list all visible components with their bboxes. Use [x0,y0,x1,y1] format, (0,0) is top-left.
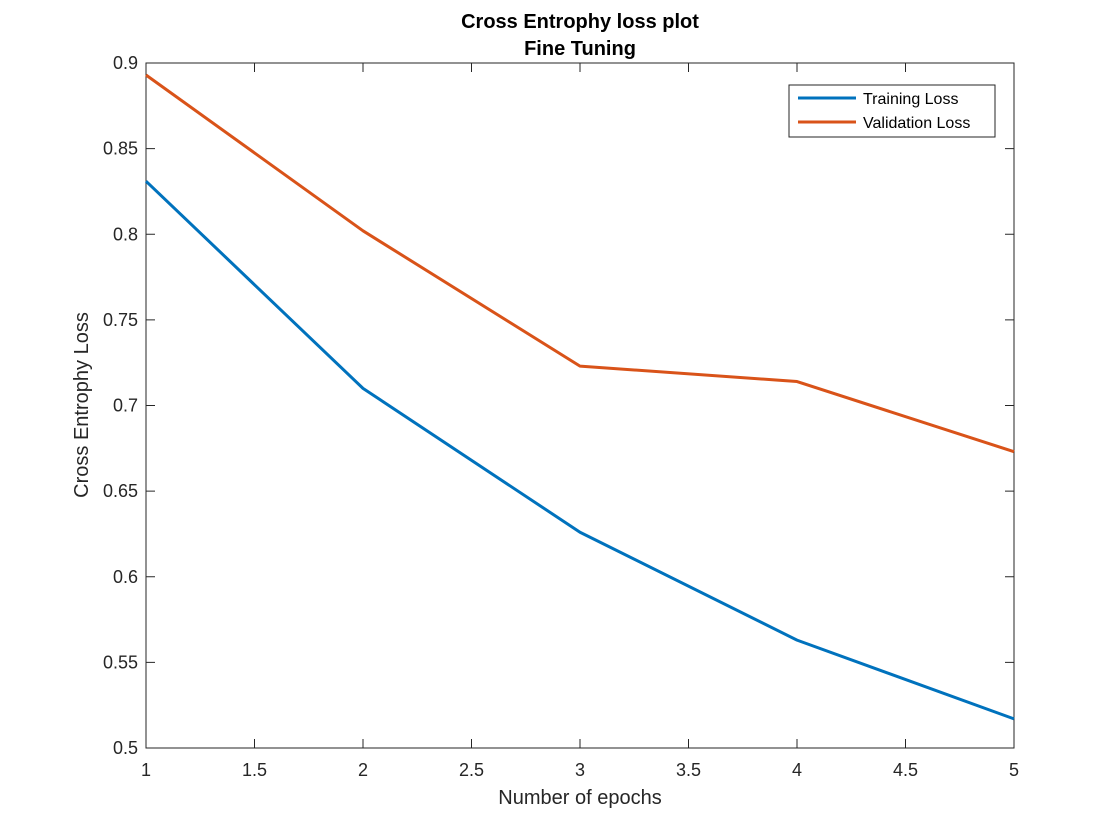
legend: Training Loss Validation Loss [788,84,996,138]
x-tick-label: 1 [141,760,151,780]
x-axis-tick-labels: 1 1.5 2 2.5 3 3.5 4 4.5 5 [141,760,1019,780]
x-axis-label: Number of epochs [498,787,661,809]
plot-area [145,62,1015,749]
series-layer [144,73,1015,721]
y-tick-label: 0.85 [103,139,138,159]
x-tick-label: 5 [1009,760,1019,780]
y-tick-label: 0.8 [113,224,138,244]
chart-subtitle: Fine Tuning [524,38,636,60]
y-tick-label: 0.55 [103,652,138,672]
y-tick-label: 0.65 [103,481,138,501]
y-tick-label: 0.7 [113,396,138,416]
x-tick-label: 3 [575,760,585,780]
y-tick-label: 0.5 [113,738,138,758]
x-axis-ticks [145,63,1015,748]
x-tick-label: 1.5 [242,760,267,780]
y-axis-label: Cross Entrophy Loss [71,312,93,498]
x-tick-label: 2.5 [459,760,484,780]
y-tick-label: 0.75 [103,310,138,330]
legend-label-validation-loss: Validation Loss [863,115,970,132]
legend-label-training-loss: Training Loss [863,91,958,108]
y-tick-label: 0.9 [113,53,138,73]
legend-box [788,84,996,138]
y-axis-tick-labels: 0.5 0.55 0.6 0.65 0.7 0.75 0.8 0.85 0.9 [103,53,138,758]
x-tick-label: 2 [358,760,368,780]
chart-title: Cross Entrophy loss plot [461,11,699,33]
y-axis-ticks [146,62,1014,749]
x-tick-label: 4.5 [893,760,918,780]
x-tick-label: 4 [792,760,802,780]
x-tick-label: 3.5 [676,760,701,780]
y-tick-label: 0.6 [113,567,138,587]
